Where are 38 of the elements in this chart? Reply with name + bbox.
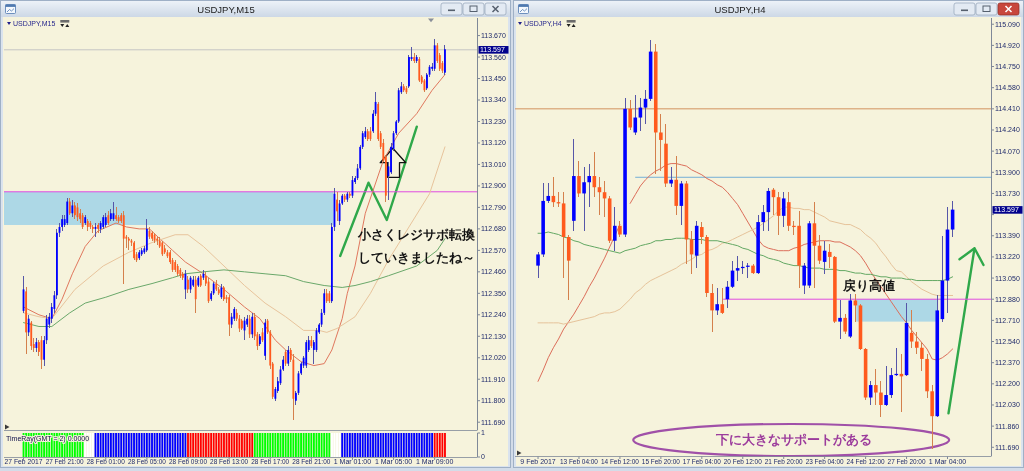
- candlestick: [613, 206, 617, 252]
- candlestick: [582, 166, 586, 232]
- candlestick: [879, 380, 883, 418]
- candlestick: [761, 204, 766, 232]
- candlestick: [710, 283, 714, 333]
- candlestick: [659, 113, 663, 172]
- candlestick: [802, 262, 806, 295]
- candlestick: [715, 287, 719, 316]
- candlestick: [336, 191, 338, 222]
- candlestick: [889, 367, 893, 399]
- candlestick: [669, 166, 673, 188]
- candlestick: [874, 368, 878, 406]
- candlestick: [628, 99, 632, 131]
- annotation: 戻り高値: [842, 277, 896, 293]
- candlestick: [827, 243, 832, 269]
- chart-title: USDJPY,M15: [197, 3, 255, 15]
- candlestick: [914, 331, 919, 355]
- chart-title: USDJPY,H4: [714, 3, 766, 15]
- candlestick: [700, 221, 704, 245]
- candlestick: [838, 299, 842, 340]
- candlestick: [868, 380, 873, 406]
- candlestick: [781, 191, 786, 228]
- candlestick: [884, 365, 888, 407]
- candlestick: [566, 234, 571, 301]
- candlestick: [787, 191, 791, 232]
- candlestick: [735, 255, 740, 282]
- candlestick: [536, 251, 540, 279]
- candlestick: [920, 341, 924, 372]
- annotation: していきましたね～: [358, 251, 475, 266]
- candlestick: [577, 160, 581, 198]
- annotation: 下に大きなサポートがある: [715, 433, 873, 448]
- candlestick: [546, 182, 551, 204]
- candlestick: [746, 262, 750, 279]
- candlestick: [843, 313, 847, 335]
- candlestick: [633, 94, 638, 136]
- annotation: 小さくレジサボ転換: [357, 228, 476, 243]
- candlestick: [720, 287, 725, 315]
- candlestick: [587, 163, 592, 208]
